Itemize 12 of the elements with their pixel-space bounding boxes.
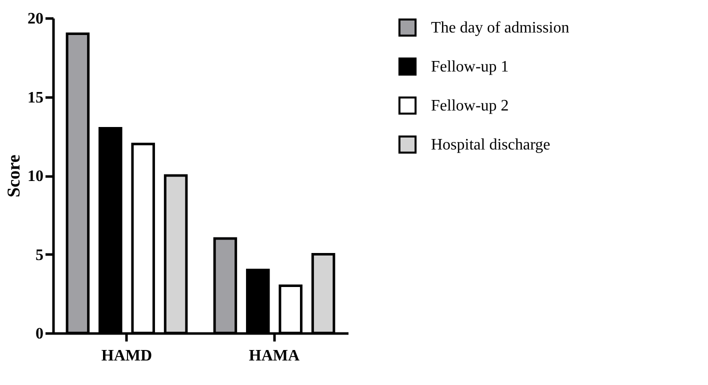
y-axis-title: Score <box>4 154 24 198</box>
legend-label: Fellow-up 1 <box>431 58 509 76</box>
y-tick-label: 5 <box>36 246 44 264</box>
y-tick-label: 20 <box>28 10 44 28</box>
y-tick-label: 15 <box>28 89 44 106</box>
x-tick-label: HAMD <box>101 348 152 364</box>
y-tick-label: 10 <box>28 168 44 185</box>
legend-label: The day of admission <box>431 20 570 36</box>
y-tick-label: 0 <box>36 326 44 342</box>
x-tick-label: HAMA <box>248 348 300 364</box>
legend-label: Hospital discharge <box>431 136 550 154</box>
legend-label: Fellow-up 2 <box>431 98 509 114</box>
